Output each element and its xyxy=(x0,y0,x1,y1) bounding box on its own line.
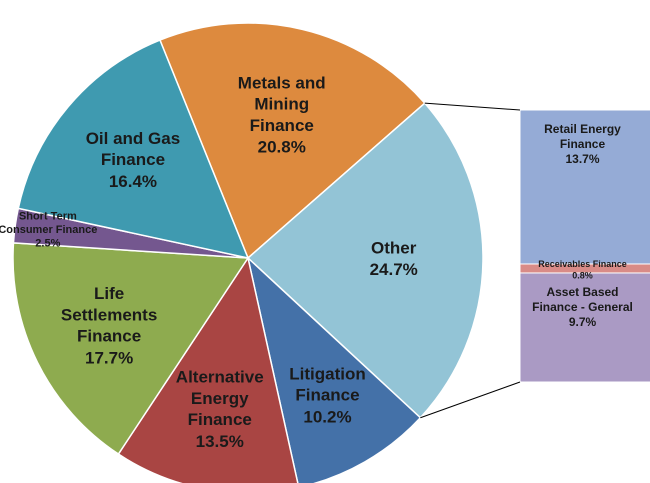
label-line: Alternative xyxy=(176,368,264,387)
label-line: Finance xyxy=(560,137,606,151)
value-label: 16.4% xyxy=(109,172,157,191)
category-label: Litigation Finance xyxy=(289,365,365,405)
label-line: Consumer Finance xyxy=(0,224,97,236)
label-line: Finance xyxy=(250,116,314,135)
category-label: Retail Energy Finance xyxy=(544,122,621,151)
category-label: Receivables Finance xyxy=(538,259,627,269)
label-line: Litigation xyxy=(289,365,365,384)
bar-segment xyxy=(519,272,650,383)
label-line: Energy xyxy=(191,389,249,408)
value-label: 13.7% xyxy=(565,152,599,166)
pie-slice xyxy=(12,242,250,456)
pie-slice xyxy=(17,39,250,260)
category-label: Short Term Consumer Finance xyxy=(0,210,97,236)
label-line: Finance xyxy=(77,327,141,346)
category-label: Alternative Energy Finance xyxy=(176,368,264,430)
label-line: Finance xyxy=(101,151,165,170)
bar-segment xyxy=(519,109,650,265)
label-line: Other xyxy=(371,239,417,258)
category-label: Oil and Gas Finance xyxy=(86,129,180,169)
label-line: Short Term xyxy=(19,210,77,222)
category-label: Metals and Mining Finance xyxy=(238,74,326,136)
label-line: Life xyxy=(94,285,124,304)
category-label: Other xyxy=(371,239,417,258)
label-line: Mining xyxy=(254,95,309,114)
label-line: Finance - General xyxy=(532,300,633,314)
connector-line xyxy=(424,102,521,111)
value-label: 0.8% xyxy=(572,270,593,280)
pie-slice xyxy=(117,256,299,483)
value-label: 13.5% xyxy=(196,432,244,451)
label-line: Metals and xyxy=(238,74,326,93)
value-label: 10.2% xyxy=(303,407,351,426)
category-label: Asset Based Finance - General xyxy=(532,285,633,314)
label-line: Oil and Gas xyxy=(86,129,180,148)
label-line: Retail Energy xyxy=(544,122,621,136)
pie-slice xyxy=(246,255,422,483)
connector-line xyxy=(420,381,521,419)
label-line: Asset Based xyxy=(546,285,618,299)
value-label: 24.7% xyxy=(370,260,418,279)
category-label: Life Settlements Finance xyxy=(61,285,157,347)
label-line: Settlements xyxy=(61,306,157,325)
value-label: 2.5% xyxy=(35,238,60,250)
value-label: 20.8% xyxy=(258,138,306,157)
label-line: Finance xyxy=(188,411,252,430)
pie-slice xyxy=(158,22,426,260)
label-line: Receivables Finance xyxy=(538,259,627,269)
label-line: Finance xyxy=(295,386,359,405)
pie-slice xyxy=(246,102,484,419)
value-label: 9.7% xyxy=(569,315,597,329)
value-label: 17.7% xyxy=(85,348,133,367)
